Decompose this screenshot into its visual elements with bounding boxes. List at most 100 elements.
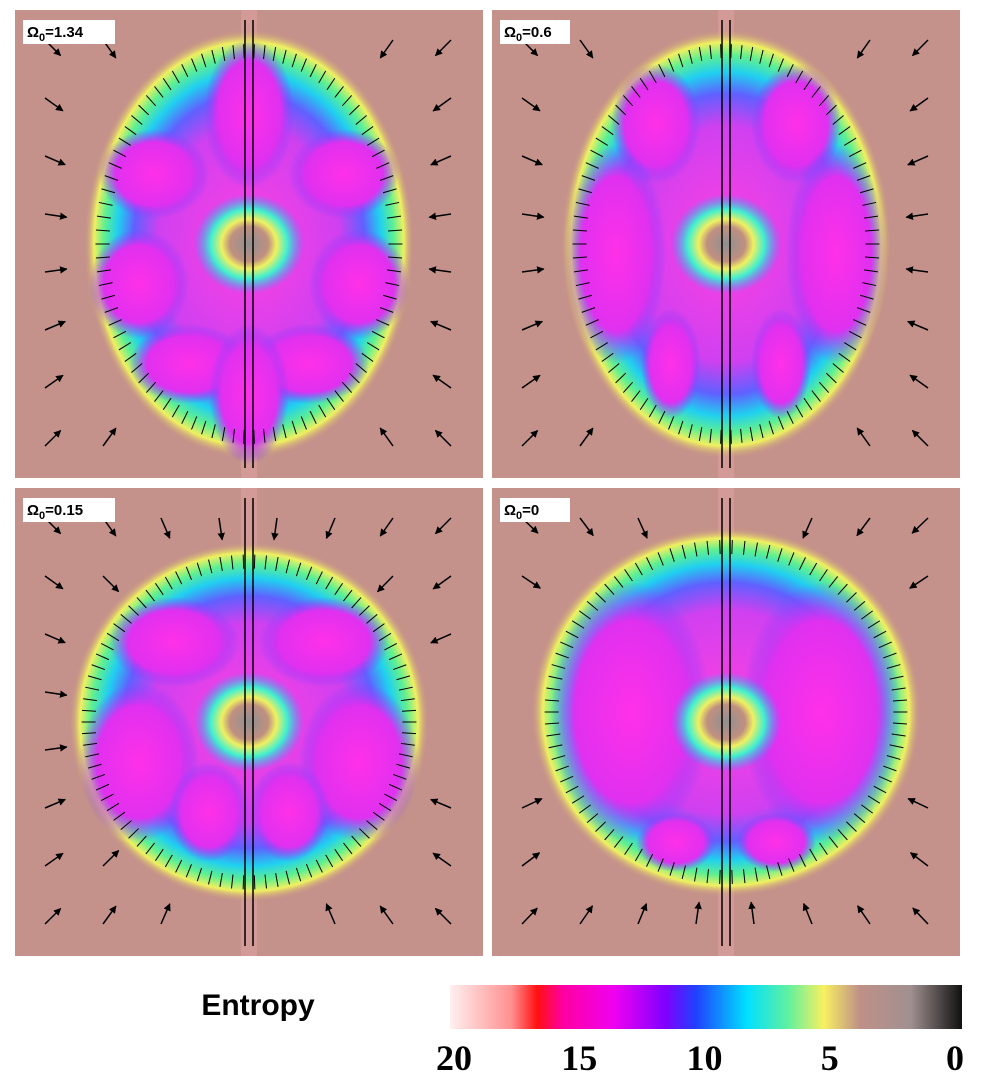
- velocity-arrow: [545, 722, 560, 725]
- velocity-arrow: [613, 576, 624, 588]
- velocity-arrow: [315, 859, 323, 873]
- entropy-lobe: [259, 597, 389, 687]
- velocity-arrow: [864, 215, 879, 219]
- velocity-arrow: [376, 162, 390, 169]
- velocity-arrow: [136, 597, 147, 609]
- velocity-arrow: [843, 342, 857, 351]
- panel-label: Ω0=0.15: [23, 498, 115, 522]
- velocity-arrow: [825, 372, 837, 384]
- velocity-arrow: [341, 381, 353, 393]
- velocity-arrow: [87, 675, 102, 681]
- velocity-arrow: [803, 77, 813, 91]
- velocity-arrow: [113, 330, 127, 339]
- velocity-arrow: [309, 410, 317, 424]
- velocity-arrow: [865, 256, 880, 259]
- velocity-arrow: [371, 330, 385, 339]
- velocity-arrow: [548, 744, 563, 749]
- velocity-arrow: [434, 429, 452, 447]
- velocity-arrow: [185, 566, 192, 580]
- velocity-arrow: [788, 858, 795, 872]
- velocity-arrow: [378, 632, 392, 642]
- velocity-arrow: [201, 420, 207, 435]
- velocity-arrow: [809, 848, 818, 862]
- colorbar-title: Entropy: [201, 989, 315, 1022]
- velocity-arrow: [861, 804, 874, 814]
- velocity-arrow: [392, 773, 407, 780]
- velocity-arrow: [430, 633, 452, 644]
- velocity-arrow: [108, 319, 122, 326]
- velocity-arrow: [361, 352, 374, 362]
- velocity-arrow: [777, 548, 783, 562]
- velocity-arrow: [392, 664, 407, 671]
- velocity-arrow: [843, 137, 857, 146]
- velocity-arrow: [754, 867, 758, 882]
- velocity-arrow: [590, 330, 604, 339]
- velocity-arrow: [285, 559, 290, 574]
- label-box: [500, 498, 570, 522]
- velocity-arrow: [325, 576, 334, 590]
- velocity-arrow: [586, 813, 599, 823]
- velocity-arrow: [521, 155, 543, 166]
- velocity-arrow: [825, 104, 837, 116]
- entropy-lobe: [636, 812, 716, 872]
- velocity-arrow: [145, 842, 155, 855]
- velocity-arrow: [688, 424, 693, 439]
- velocity-arrow: [306, 864, 313, 878]
- velocity-arrow: [546, 687, 561, 691]
- velocity-arrow: [668, 416, 675, 430]
- panel-label: Ω0=1.34: [23, 20, 115, 44]
- velocity-arrow: [601, 126, 614, 136]
- velocity-arrow: [777, 416, 784, 430]
- velocity-arrow: [185, 864, 192, 878]
- velocity-arrow: [909, 97, 929, 112]
- velocity-arrow: [160, 517, 171, 539]
- velocity-arrow: [325, 903, 336, 925]
- velocity-arrow: [828, 576, 839, 588]
- velocity-arrow: [120, 614, 132, 624]
- velocity-arrow: [361, 126, 374, 136]
- velocity-arrow: [546, 733, 561, 737]
- velocity-arrow: [372, 623, 385, 633]
- velocity-arrow: [171, 404, 180, 418]
- velocity-arrow: [154, 582, 164, 596]
- velocity-arrow: [759, 49, 764, 64]
- label-subscript: 0: [516, 32, 522, 44]
- velocity-arrow: [891, 687, 906, 691]
- velocity-arrow: [263, 428, 266, 443]
- velocity-arrow: [211, 49, 216, 64]
- velocity-arrow: [545, 699, 560, 702]
- velocity-arrow: [101, 294, 116, 300]
- velocity-arrow: [637, 902, 648, 925]
- velocity-arrow: [96, 215, 111, 219]
- velocity-arrow: [387, 215, 402, 219]
- velocity-arrow: [853, 601, 866, 611]
- velocity-arrow: [639, 397, 649, 411]
- velocity-arrow: [366, 137, 380, 146]
- velocity-arrow: [428, 212, 452, 220]
- velocity-arrow: [694, 542, 698, 557]
- panel: Ω0=0.6: [492, 10, 960, 478]
- velocity-arrow: [579, 517, 594, 537]
- velocity-arrow: [355, 115, 367, 125]
- velocity-arrow: [306, 566, 313, 580]
- velocity-arrow: [432, 374, 452, 389]
- label-text: Ω0=1.34: [27, 24, 84, 44]
- velocity-arrow: [351, 835, 362, 847]
- velocity-arrow: [819, 842, 828, 855]
- velocity-arrow: [81, 709, 97, 712]
- panel-label: Ω0=0.6: [500, 20, 570, 44]
- velocity-arrow: [565, 785, 579, 794]
- velocity-arrow: [709, 428, 712, 443]
- velocity-arrow: [709, 45, 712, 60]
- velocity-arrow: [136, 835, 147, 847]
- entropy-lobe: [751, 309, 811, 419]
- velocity-arrow: [521, 429, 539, 447]
- velocity-arrow: [590, 149, 604, 158]
- label-text: Ω0=0.6: [504, 24, 552, 44]
- velocity-arrow: [624, 569, 633, 582]
- velocity-arrow: [385, 201, 400, 206]
- velocity-arrow: [382, 294, 397, 300]
- velocity-arrow: [382, 188, 397, 194]
- velocity-arrow: [191, 58, 198, 72]
- velocity-arrow: [788, 552, 795, 566]
